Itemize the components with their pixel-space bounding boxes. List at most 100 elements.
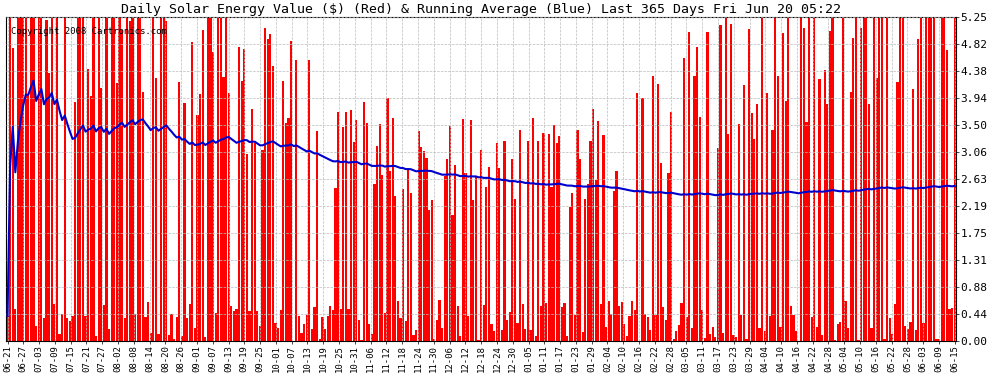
Bar: [771, 130, 774, 341]
Bar: [621, 302, 623, 341]
Bar: [248, 311, 250, 341]
Bar: [490, 324, 493, 341]
Bar: [540, 306, 543, 341]
Bar: [779, 327, 781, 341]
Bar: [686, 317, 688, 341]
Bar: [264, 28, 266, 341]
Bar: [720, 25, 722, 341]
Bar: [701, 310, 704, 341]
Bar: [71, 316, 73, 341]
Bar: [293, 340, 295, 341]
Bar: [936, 339, 938, 341]
Bar: [233, 311, 235, 341]
Bar: [738, 123, 740, 341]
Bar: [439, 300, 441, 341]
Bar: [618, 306, 620, 341]
Bar: [451, 214, 453, 341]
Bar: [244, 49, 246, 341]
Bar: [852, 38, 854, 341]
Bar: [79, 17, 81, 341]
Bar: [103, 304, 105, 341]
Bar: [931, 17, 933, 341]
Bar: [61, 314, 63, 341]
Bar: [714, 337, 717, 341]
Bar: [340, 309, 342, 341]
Bar: [571, 193, 573, 341]
Bar: [137, 17, 139, 341]
Bar: [657, 84, 659, 341]
Bar: [402, 189, 404, 341]
Bar: [530, 330, 532, 341]
Bar: [53, 303, 55, 341]
Bar: [357, 320, 360, 341]
Bar: [343, 127, 345, 341]
Bar: [87, 69, 89, 341]
Bar: [560, 307, 563, 341]
Bar: [566, 336, 568, 341]
Bar: [41, 17, 43, 341]
Bar: [220, 17, 222, 341]
Bar: [847, 327, 849, 341]
Bar: [55, 17, 58, 341]
Bar: [506, 320, 508, 341]
Bar: [896, 82, 899, 341]
Bar: [20, 17, 22, 341]
Bar: [376, 146, 378, 341]
Bar: [555, 143, 557, 341]
Bar: [535, 336, 537, 341]
Bar: [322, 317, 324, 341]
Bar: [100, 88, 102, 341]
Bar: [290, 41, 292, 341]
Bar: [241, 81, 243, 341]
Bar: [147, 303, 149, 341]
Bar: [30, 17, 32, 341]
Bar: [717, 148, 719, 341]
Bar: [475, 177, 477, 341]
Bar: [194, 328, 196, 341]
Bar: [712, 327, 714, 341]
Bar: [410, 194, 412, 341]
Bar: [683, 58, 685, 341]
Bar: [162, 17, 164, 341]
Bar: [186, 318, 188, 341]
Bar: [444, 176, 446, 341]
Bar: [456, 306, 458, 341]
Bar: [145, 317, 147, 341]
Bar: [511, 159, 514, 341]
Bar: [579, 159, 581, 341]
Bar: [840, 322, 842, 341]
Bar: [420, 147, 423, 341]
Bar: [862, 17, 865, 341]
Bar: [306, 315, 308, 341]
Bar: [35, 326, 38, 341]
Bar: [251, 109, 253, 341]
Bar: [160, 17, 162, 341]
Bar: [889, 318, 891, 341]
Bar: [399, 318, 402, 341]
Bar: [498, 168, 501, 341]
Bar: [46, 20, 48, 341]
Bar: [183, 103, 185, 341]
Bar: [493, 332, 495, 341]
Bar: [899, 17, 901, 341]
Bar: [881, 17, 883, 341]
Bar: [308, 60, 311, 341]
Bar: [140, 17, 142, 341]
Bar: [295, 60, 297, 341]
Bar: [592, 110, 594, 341]
Bar: [370, 334, 373, 341]
Bar: [832, 17, 834, 341]
Bar: [873, 17, 875, 341]
Bar: [105, 17, 108, 341]
Bar: [777, 76, 779, 341]
Bar: [347, 309, 349, 341]
Bar: [581, 332, 584, 341]
Bar: [800, 17, 802, 341]
Bar: [522, 304, 524, 341]
Bar: [111, 17, 113, 341]
Bar: [389, 171, 391, 341]
Bar: [282, 81, 284, 341]
Bar: [649, 330, 651, 341]
Bar: [795, 331, 797, 341]
Bar: [134, 314, 137, 341]
